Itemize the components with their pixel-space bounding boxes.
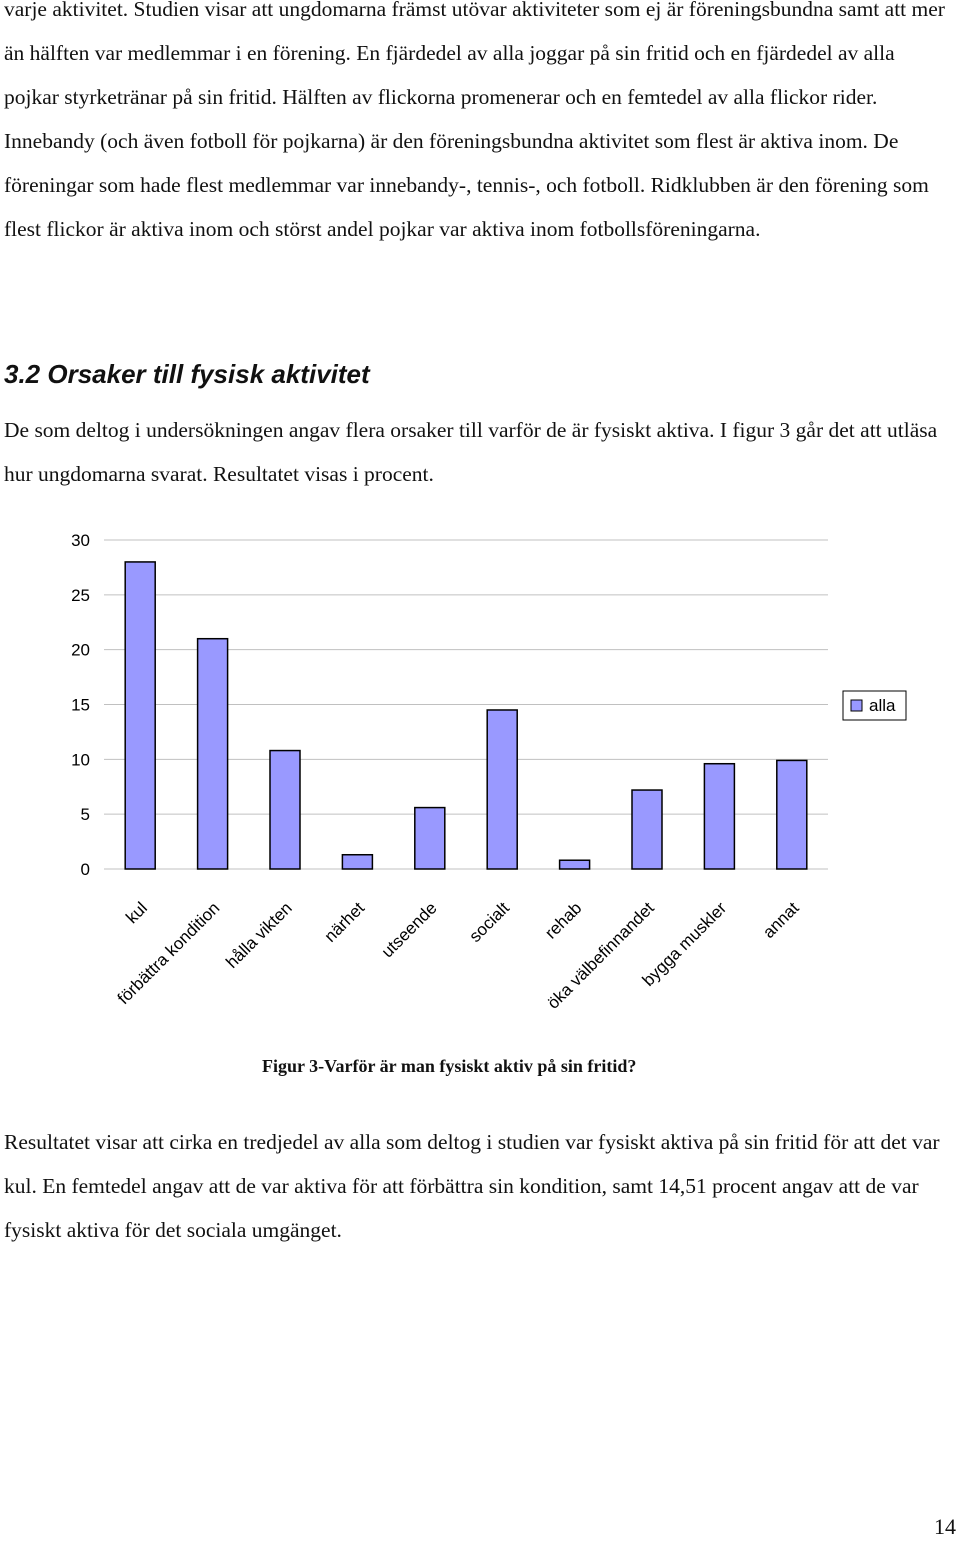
chart-bars xyxy=(124,561,808,870)
body-paragraph-3: Resultatet visar att cirka en tredjedel … xyxy=(4,1130,940,1242)
legend-label: alla xyxy=(869,696,896,715)
x-tick-label: utseende xyxy=(378,898,441,961)
x-tick-label: socialt xyxy=(466,898,514,946)
page-number: 14 xyxy=(934,1514,956,1539)
x-tick-label: hålla vikten xyxy=(222,898,296,972)
x-tick-label: kul xyxy=(122,898,151,927)
bar-5 xyxy=(486,709,518,870)
bar-0 xyxy=(124,561,156,870)
bar-8 xyxy=(703,762,736,870)
body-paragraph-1: varje aktivitet. Studien visar att ungdo… xyxy=(4,0,945,241)
y-axis-ticks: 0 5 10 15 20 25 30 xyxy=(71,531,90,879)
bar-4 xyxy=(414,806,446,870)
y-tick-label: 25 xyxy=(71,586,90,605)
y-tick-label: 5 xyxy=(81,805,90,824)
y-tick-label: 20 xyxy=(71,641,90,660)
section-heading: 3.2 Orsaker till fysisk aktivitet xyxy=(4,359,370,389)
chart-legend: alla xyxy=(842,690,907,721)
x-tick-label: annat xyxy=(759,898,803,942)
figure-caption: Figur 3-Varför är man fysiskt aktiv på s… xyxy=(262,1056,637,1076)
y-tick-label: 30 xyxy=(71,531,90,550)
y-tick-label: 15 xyxy=(71,696,90,715)
y-tick-label: 0 xyxy=(81,860,90,879)
bar-2 xyxy=(269,749,301,870)
legend-swatch xyxy=(850,699,863,712)
bar-6 xyxy=(558,859,591,870)
y-tick-label: 10 xyxy=(71,750,90,769)
bar-7 xyxy=(631,789,663,870)
bar-1 xyxy=(196,637,229,870)
body-paragraph-2: De som deltog i undersökningen angav fle… xyxy=(4,418,938,486)
bar-3 xyxy=(341,853,374,870)
x-tick-label: närhet xyxy=(321,898,369,946)
x-tick-label: rehab xyxy=(541,898,585,942)
bar-9 xyxy=(776,759,808,870)
